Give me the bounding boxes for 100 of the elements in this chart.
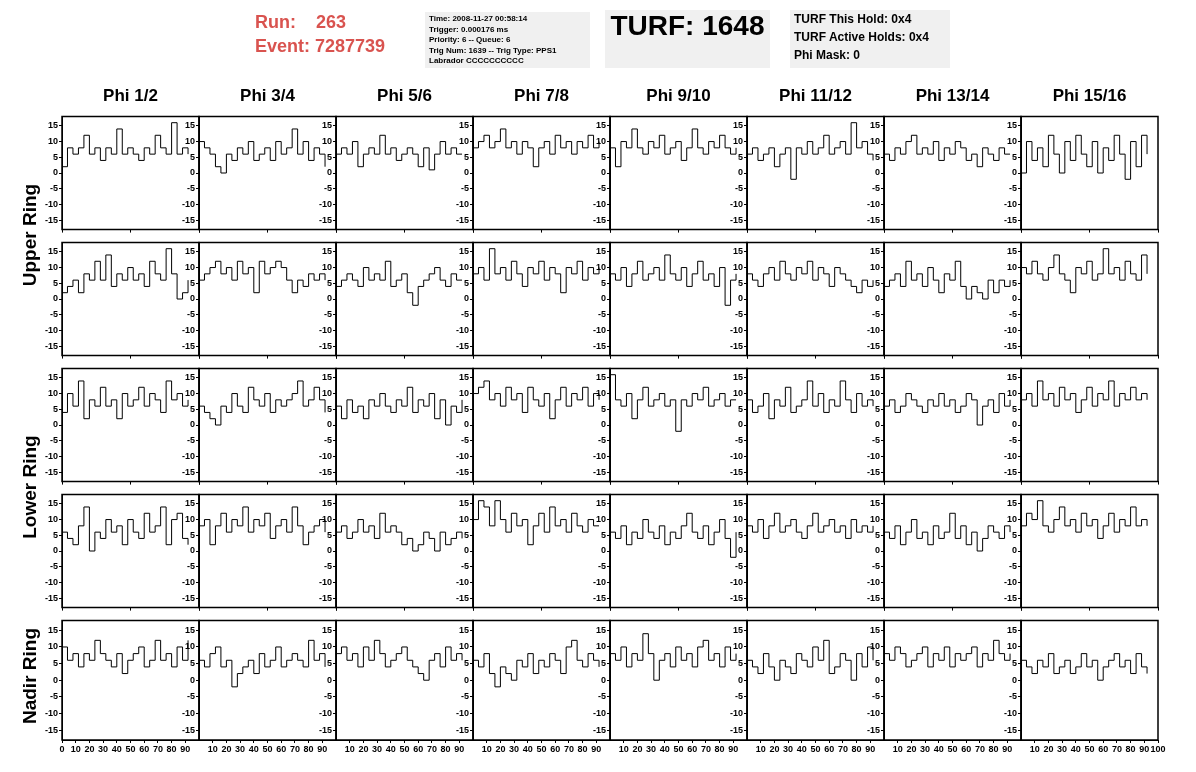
y-tick-label: 15 [184, 624, 195, 635]
y-tick-label: 10 [47, 514, 58, 525]
y-tick-label: -5 [186, 435, 195, 446]
y-tick-label: 10 [869, 514, 880, 525]
y-tick-label: 0 [737, 167, 743, 178]
y-tick-label: 5 [1011, 403, 1017, 414]
y-tick-label: 5 [737, 403, 743, 414]
y-tick-label: 0 [189, 293, 195, 304]
y-tick-label: 5 [189, 658, 195, 669]
y-tick-label: 0 [874, 167, 880, 178]
y-tick-label: 5 [463, 529, 469, 540]
y-tick-label: 15 [1006, 498, 1017, 509]
y-tick-label: -10 [181, 576, 195, 587]
y-tick-label: 5 [326, 529, 332, 540]
y-tick-label: 15 [595, 246, 606, 257]
y-tick-label: -15 [729, 340, 743, 351]
text: TURF: 1648 [609, 10, 766, 42]
x-tick-label: 70 [152, 743, 163, 754]
x-tick-label: 10 [618, 743, 629, 754]
y-tick-label: 15 [595, 120, 606, 131]
y-tick-label: 0 [52, 419, 58, 430]
y-tick-label: 5 [52, 403, 58, 414]
x-tick-label: 10 [207, 743, 218, 754]
x-tick-label: 60 [824, 743, 835, 754]
y-tick-label: -10 [592, 198, 606, 209]
x-tick-label: 70 [289, 743, 300, 754]
x-tick-label: 30 [509, 743, 520, 754]
y-tick-label: -10 [729, 324, 743, 335]
y-tick-label: 15 [732, 624, 743, 635]
y-tick-label: 0 [737, 293, 743, 304]
y-tick-label: -15 [866, 724, 880, 735]
y-tick-label: -5 [323, 309, 332, 320]
x-tick-label: 40 [796, 743, 807, 754]
y-tick-label: 15 [732, 498, 743, 509]
x-tick-label: 0 [59, 743, 65, 754]
x-tick-label: 20 [495, 743, 506, 754]
y-tick-label: -10 [455, 576, 469, 587]
y-tick-label: 0 [326, 167, 332, 178]
y-tick-label: 5 [737, 277, 743, 288]
y-tick-label: 0 [737, 545, 743, 556]
y-tick-label: 10 [458, 641, 469, 652]
y-tick-label: 15 [869, 246, 880, 257]
x-tick-label: 20 [906, 743, 917, 754]
y-tick-label: 0 [463, 419, 469, 430]
y-tick-label: -5 [871, 435, 880, 446]
y-tick-label: 15 [47, 498, 58, 509]
y-tick-label: -10 [729, 707, 743, 718]
y-tick-label: -10 [44, 576, 58, 587]
text: Event: 7287739 [255, 35, 386, 58]
y-tick-label: 10 [595, 262, 606, 273]
y-tick-label: -5 [460, 561, 469, 572]
y-tick-label: 5 [326, 658, 332, 669]
y-tick-label: -10 [318, 576, 332, 587]
y-tick-label: 0 [52, 293, 58, 304]
x-tick-label: 10 [70, 743, 81, 754]
y-tick-label: 5 [600, 658, 606, 669]
y-tick-label: 5 [600, 277, 606, 288]
x-tick-label: 20 [769, 743, 780, 754]
y-tick-label: -10 [181, 324, 195, 335]
y-tick-label: -15 [318, 466, 332, 477]
chart-title: Phi 1/2 [102, 86, 159, 106]
x-tick-label: 40 [1070, 743, 1081, 754]
y-tick-label: 5 [326, 277, 332, 288]
y-tick-label: -5 [871, 561, 880, 572]
y-axis-title: Lower Ring [19, 434, 41, 541]
y-tick-label: -15 [318, 340, 332, 351]
y-tick-label: 15 [1006, 246, 1017, 257]
y-tick-label: -15 [318, 592, 332, 603]
chart-title: Phi 3/4 [239, 86, 296, 106]
y-tick-label: 10 [321, 262, 332, 273]
y-tick-label: -15 [866, 340, 880, 351]
y-tick-label: 10 [47, 388, 58, 399]
x-tick-label: 70 [837, 743, 848, 754]
y-tick-label: -5 [49, 561, 58, 572]
y-tick-label: 0 [600, 545, 606, 556]
x-tick-label: 30 [920, 743, 931, 754]
y-tick-label: 0 [463, 674, 469, 685]
x-tick-label: 80 [1125, 743, 1136, 754]
x-tick-label: 10 [481, 743, 492, 754]
y-tick-label: -5 [871, 183, 880, 194]
x-tick-label: 90 [865, 743, 876, 754]
x-tick-label: 90 [1002, 743, 1013, 754]
y-tick-label: -10 [318, 324, 332, 335]
y-tick-label: 0 [189, 419, 195, 430]
y-tick-label: -10 [455, 198, 469, 209]
y-tick-label: -5 [871, 691, 880, 702]
x-tick-label: 70 [1111, 743, 1122, 754]
y-tick-label: 0 [326, 293, 332, 304]
y-tick-label: 10 [869, 262, 880, 273]
x-tick-label: 80 [166, 743, 177, 754]
y-tick-label: -10 [729, 198, 743, 209]
y-tick-label: 10 [595, 388, 606, 399]
y-tick-label: -5 [323, 691, 332, 702]
y-tick-label: 15 [184, 120, 195, 131]
y-tick-label: 10 [1006, 514, 1017, 525]
y-tick-label: 15 [869, 624, 880, 635]
y-tick-label: -15 [866, 592, 880, 603]
y-tick-label: 15 [732, 120, 743, 131]
y-tick-label: 5 [874, 403, 880, 414]
x-tick-label: 40 [111, 743, 122, 754]
